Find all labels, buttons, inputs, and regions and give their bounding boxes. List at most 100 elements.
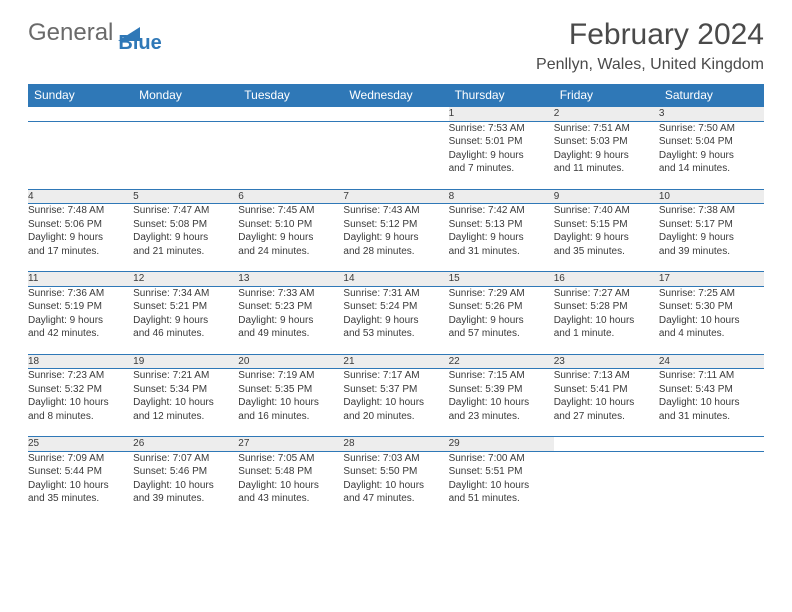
sunset-text: Sunset: 5:41 PM — [554, 383, 659, 397]
logo: General Blue — [28, 18, 186, 48]
day-detail-row: Sunrise: 7:36 AMSunset: 5:19 PMDaylight:… — [28, 286, 764, 354]
day2-text: and 24 minutes. — [238, 245, 343, 259]
day-header: Monday — [133, 84, 238, 107]
day-number-row: 45678910 — [28, 189, 764, 204]
day-cell: Sunrise: 7:51 AMSunset: 5:03 PMDaylight:… — [554, 121, 659, 189]
day-number-row: 18192021222324 — [28, 354, 764, 369]
sunset-text: Sunset: 5:44 PM — [28, 465, 133, 479]
day-cell: Sunrise: 7:21 AMSunset: 5:34 PMDaylight:… — [133, 369, 238, 437]
day-number — [554, 437, 659, 452]
sunset-text: Sunset: 5:15 PM — [554, 218, 659, 232]
sunrise-text: Sunrise: 7:15 AM — [449, 369, 554, 383]
day-cell: Sunrise: 7:00 AMSunset: 5:51 PMDaylight:… — [449, 451, 554, 519]
sunrise-text: Sunrise: 7:29 AM — [449, 287, 554, 301]
day-number: 4 — [28, 189, 133, 204]
day-cell: Sunrise: 7:05 AMSunset: 5:48 PMDaylight:… — [238, 451, 343, 519]
day-cell: Sunrise: 7:40 AMSunset: 5:15 PMDaylight:… — [554, 204, 659, 272]
day1-text: Daylight: 10 hours — [343, 396, 448, 410]
sunrise-text: Sunrise: 7:17 AM — [343, 369, 448, 383]
day1-text: Daylight: 9 hours — [449, 149, 554, 163]
day-cell: Sunrise: 7:17 AMSunset: 5:37 PMDaylight:… — [343, 369, 448, 437]
day-number: 5 — [133, 189, 238, 204]
logo-text-general: General — [28, 19, 113, 47]
day1-text: Daylight: 9 hours — [238, 314, 343, 328]
day1-text: Daylight: 10 hours — [449, 479, 554, 493]
day-cell: Sunrise: 7:11 AMSunset: 5:43 PMDaylight:… — [659, 369, 764, 437]
sunset-text: Sunset: 5:46 PM — [133, 465, 238, 479]
day-cell: Sunrise: 7:29 AMSunset: 5:26 PMDaylight:… — [449, 286, 554, 354]
day-cell: Sunrise: 7:43 AMSunset: 5:12 PMDaylight:… — [343, 204, 448, 272]
day-cell: Sunrise: 7:31 AMSunset: 5:24 PMDaylight:… — [343, 286, 448, 354]
day1-text: Daylight: 9 hours — [554, 149, 659, 163]
day-number: 10 — [659, 189, 764, 204]
day2-text: and 4 minutes. — [659, 327, 764, 341]
day2-text: and 7 minutes. — [449, 162, 554, 176]
day1-text: Daylight: 9 hours — [133, 231, 238, 245]
day-cell: Sunrise: 7:15 AMSunset: 5:39 PMDaylight:… — [449, 369, 554, 437]
sunset-text: Sunset: 5:01 PM — [449, 135, 554, 149]
sunrise-text: Sunrise: 7:43 AM — [343, 204, 448, 218]
day2-text: and 12 minutes. — [133, 410, 238, 424]
sunrise-text: Sunrise: 7:53 AM — [449, 122, 554, 136]
day-number: 26 — [133, 437, 238, 452]
day-cell — [28, 121, 133, 189]
day-number: 11 — [28, 272, 133, 287]
day-detail-row: Sunrise: 7:48 AMSunset: 5:06 PMDaylight:… — [28, 204, 764, 272]
sunrise-text: Sunrise: 7:34 AM — [133, 287, 238, 301]
day-number: 3 — [659, 107, 764, 122]
sunrise-text: Sunrise: 7:42 AM — [449, 204, 554, 218]
day-cell: Sunrise: 7:33 AMSunset: 5:23 PMDaylight:… — [238, 286, 343, 354]
day-detail-row: Sunrise: 7:53 AMSunset: 5:01 PMDaylight:… — [28, 121, 764, 189]
day-number: 20 — [238, 354, 343, 369]
sunset-text: Sunset: 5:04 PM — [659, 135, 764, 149]
sunrise-text: Sunrise: 7:03 AM — [343, 452, 448, 466]
sunrise-text: Sunrise: 7:38 AM — [659, 204, 764, 218]
sunrise-text: Sunrise: 7:48 AM — [28, 204, 133, 218]
day1-text: Daylight: 9 hours — [28, 314, 133, 328]
day-number: 25 — [28, 437, 133, 452]
day1-text: Daylight: 10 hours — [554, 396, 659, 410]
day1-text: Daylight: 10 hours — [343, 479, 448, 493]
day1-text: Daylight: 9 hours — [238, 231, 343, 245]
day-number: 8 — [449, 189, 554, 204]
day-cell: Sunrise: 7:19 AMSunset: 5:35 PMDaylight:… — [238, 369, 343, 437]
sunrise-text: Sunrise: 7:00 AM — [449, 452, 554, 466]
sunset-text: Sunset: 5:17 PM — [659, 218, 764, 232]
day-number: 12 — [133, 272, 238, 287]
sunrise-text: Sunrise: 7:05 AM — [238, 452, 343, 466]
day-cell: Sunrise: 7:34 AMSunset: 5:21 PMDaylight:… — [133, 286, 238, 354]
day-number: 28 — [343, 437, 448, 452]
day2-text: and 8 minutes. — [28, 410, 133, 424]
sunrise-text: Sunrise: 7:21 AM — [133, 369, 238, 383]
day1-text: Daylight: 9 hours — [28, 231, 133, 245]
day1-text: Daylight: 9 hours — [659, 231, 764, 245]
sunrise-text: Sunrise: 7:31 AM — [343, 287, 448, 301]
day2-text: and 28 minutes. — [343, 245, 448, 259]
day-cell: Sunrise: 7:42 AMSunset: 5:13 PMDaylight:… — [449, 204, 554, 272]
day-cell — [238, 121, 343, 189]
month-title: February 2024 — [536, 18, 764, 52]
sunrise-text: Sunrise: 7:27 AM — [554, 287, 659, 301]
day2-text: and 31 minutes. — [449, 245, 554, 259]
calendar-table: Sunday Monday Tuesday Wednesday Thursday… — [28, 84, 764, 519]
sunset-text: Sunset: 5:21 PM — [133, 300, 238, 314]
day2-text: and 14 minutes. — [659, 162, 764, 176]
day-header: Thursday — [449, 84, 554, 107]
day-number: 24 — [659, 354, 764, 369]
day2-text: and 21 minutes. — [133, 245, 238, 259]
day-cell: Sunrise: 7:23 AMSunset: 5:32 PMDaylight:… — [28, 369, 133, 437]
day-number: 1 — [449, 107, 554, 122]
day-cell: Sunrise: 7:36 AMSunset: 5:19 PMDaylight:… — [28, 286, 133, 354]
day-cell — [343, 121, 448, 189]
day-cell — [133, 121, 238, 189]
day-header: Wednesday — [343, 84, 448, 107]
day-cell: Sunrise: 7:45 AMSunset: 5:10 PMDaylight:… — [238, 204, 343, 272]
day-number: 7 — [343, 189, 448, 204]
day1-text: Daylight: 10 hours — [28, 479, 133, 493]
sunrise-text: Sunrise: 7:13 AM — [554, 369, 659, 383]
day-number: 22 — [449, 354, 554, 369]
day-cell: Sunrise: 7:47 AMSunset: 5:08 PMDaylight:… — [133, 204, 238, 272]
sunrise-text: Sunrise: 7:50 AM — [659, 122, 764, 136]
day2-text: and 51 minutes. — [449, 492, 554, 506]
sunset-text: Sunset: 5:10 PM — [238, 218, 343, 232]
